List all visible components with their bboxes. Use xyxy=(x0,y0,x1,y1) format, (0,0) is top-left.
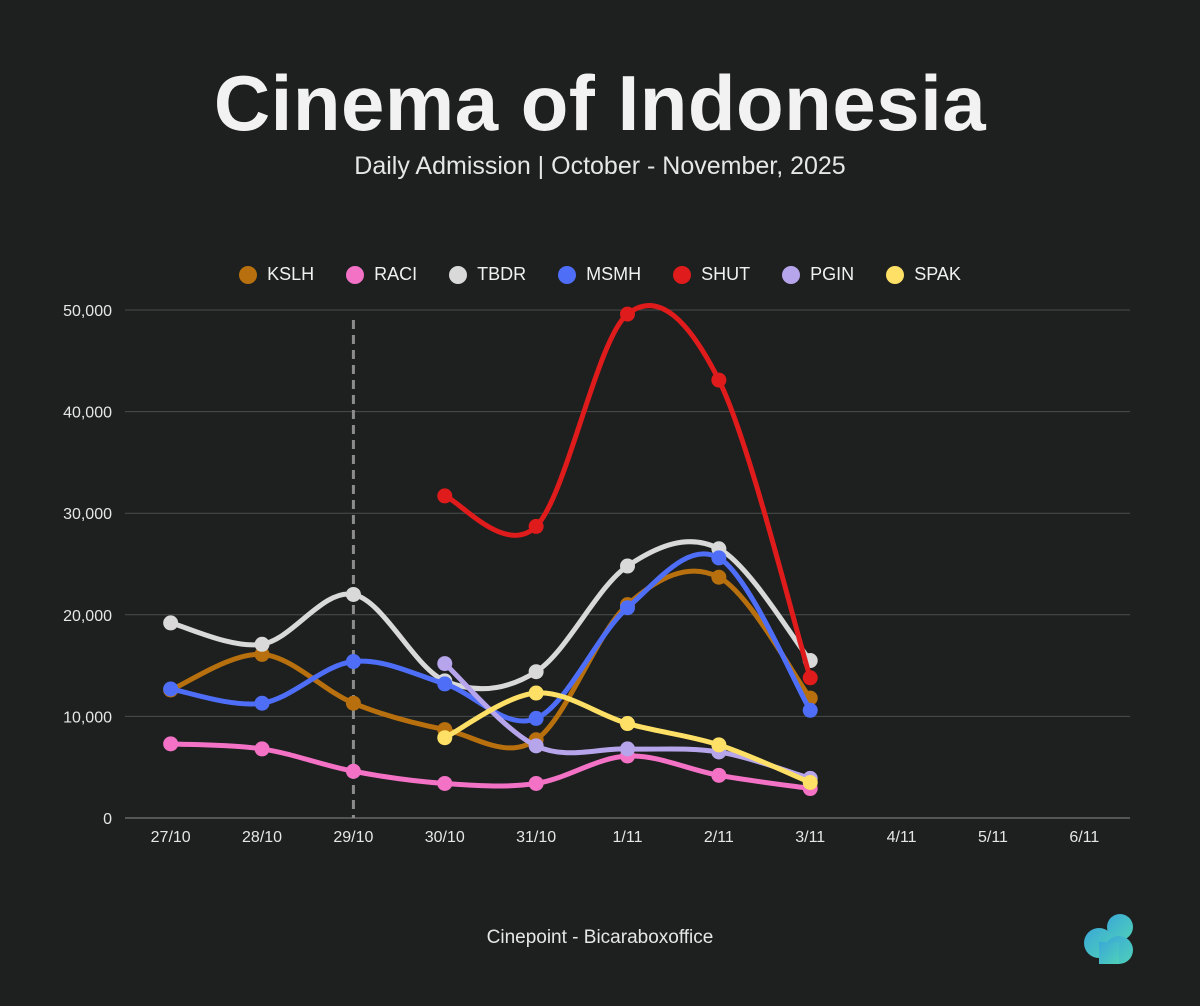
legend-label: MSMH xyxy=(586,264,642,284)
data-point-tbdr xyxy=(345,586,361,602)
legend-item-shut: SHUT xyxy=(673,264,750,285)
x-tick-label: 30/10 xyxy=(425,829,465,846)
legend-item-pgin: PGIN xyxy=(782,264,854,285)
data-point-shut xyxy=(437,488,453,504)
data-point-raci xyxy=(711,767,727,783)
data-point-msmh xyxy=(345,654,361,670)
y-tick-label: 50,000 xyxy=(63,303,112,320)
legend-marker xyxy=(239,265,258,284)
chart-legend: KSLH RACI TBDR MSMH SHUT PGIN SPAK xyxy=(0,264,1200,285)
x-tick-label: 28/10 xyxy=(242,829,282,846)
data-point-pgin xyxy=(528,738,544,754)
legend-marker xyxy=(449,265,468,284)
chart-subtitle: Daily Admission | October - November, 20… xyxy=(354,152,846,180)
data-point-pgin xyxy=(620,741,635,757)
y-tick-label: 10,000 xyxy=(63,709,112,726)
data-point-shut xyxy=(528,518,544,534)
data-point-tbdr xyxy=(528,664,544,680)
series-line-raci xyxy=(168,741,813,792)
legend-label: RACI xyxy=(374,264,418,284)
data-point-spak xyxy=(528,685,544,701)
x-tick-label: 31/10 xyxy=(516,829,556,846)
x-tick-label: 3/11 xyxy=(795,829,825,846)
x-tick-label: 1/11 xyxy=(613,829,643,846)
data-point-raci xyxy=(345,763,361,779)
cloud-logo-icon xyxy=(1084,914,1133,964)
data-point-pgin xyxy=(437,656,453,672)
data-point-spak xyxy=(620,716,635,732)
legend-label: KSLH xyxy=(267,264,315,284)
data-point-msmh xyxy=(802,702,818,718)
legend-marker xyxy=(346,265,365,284)
data-point-raci xyxy=(163,736,179,752)
legend-label: SHUT xyxy=(701,264,751,284)
legend-item-kslh: KSLH xyxy=(239,264,314,285)
series-line-shut xyxy=(442,303,813,681)
y-tick-label: 40,000 xyxy=(63,405,112,422)
x-tick-label: 29/10 xyxy=(333,829,373,846)
data-point-spak xyxy=(437,730,453,746)
data-point-shut xyxy=(802,670,818,686)
legend-item-spak: SPAK xyxy=(886,264,961,285)
legend-label: PGIN xyxy=(810,264,855,284)
data-point-raci xyxy=(528,775,544,791)
data-point-msmh xyxy=(163,681,179,697)
x-tick-label: 2/11 xyxy=(704,829,734,846)
chart-title: Cinema of Indonesia xyxy=(213,59,987,147)
y-tick-label: 30,000 xyxy=(63,506,112,523)
data-point-kslh xyxy=(711,569,727,585)
data-point-tbdr xyxy=(163,615,179,631)
legend-item-msmh: MSMH xyxy=(558,264,641,285)
legend-marker xyxy=(782,265,801,284)
data-point-tbdr xyxy=(254,636,270,652)
series-line-spak xyxy=(442,690,813,785)
data-point-shut xyxy=(620,306,635,322)
x-tick-label: 6/11 xyxy=(1069,829,1099,846)
legend-marker xyxy=(673,265,692,284)
x-tick-label: 4/11 xyxy=(887,829,917,846)
source-credit: Cinepoint - Bicaraboxoffice xyxy=(486,927,714,948)
data-point-msmh xyxy=(437,676,453,692)
data-point-kslh xyxy=(345,695,361,711)
data-point-msmh xyxy=(528,710,544,726)
y-tick-label: 20,000 xyxy=(63,608,112,625)
legend-marker xyxy=(886,265,905,284)
legend-item-tbdr: TBDR xyxy=(449,264,526,285)
data-point-spak xyxy=(711,737,727,753)
data-point-raci xyxy=(437,775,453,791)
x-tick-label: 5/11 xyxy=(978,829,1008,846)
legend-label: TBDR xyxy=(477,264,527,284)
data-point-msmh xyxy=(254,695,270,711)
y-tick-label: 0 xyxy=(103,811,112,828)
data-point-spak xyxy=(802,774,818,790)
data-point-shut xyxy=(711,372,727,388)
data-point-msmh xyxy=(711,550,727,566)
legend-label: SPAK xyxy=(914,264,961,284)
data-point-raci xyxy=(254,741,270,757)
x-tick-label: 27/10 xyxy=(151,829,191,846)
legend-marker xyxy=(558,265,577,284)
legend-item-raci: RACI xyxy=(346,264,417,285)
data-point-tbdr xyxy=(620,558,635,574)
data-point-msmh xyxy=(620,600,635,616)
